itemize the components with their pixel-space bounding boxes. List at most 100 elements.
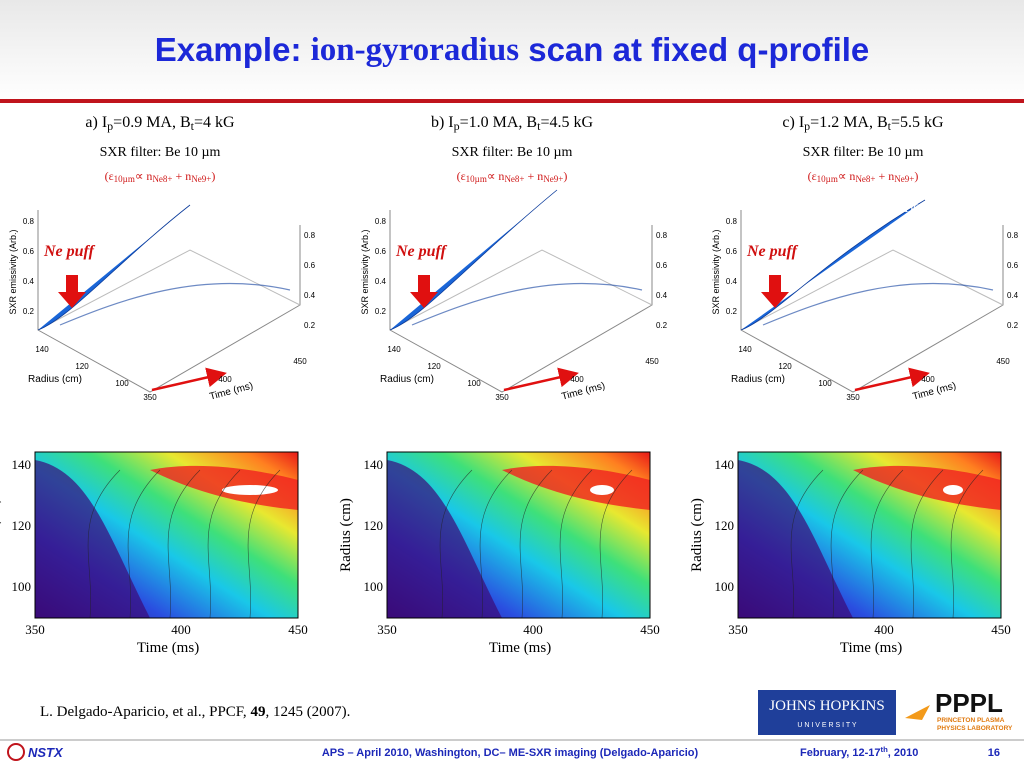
y-tick-label: 140 [364, 457, 384, 472]
z-tick-label: 0.4 [1007, 291, 1019, 300]
header-band [0, 0, 1024, 100]
text-part: (ε [457, 169, 466, 183]
y-axis-label: Radius (cm) [338, 498, 354, 572]
time-arrow [151, 367, 227, 392]
text-part: a) I [85, 114, 107, 131]
core-label: CORE [604, 253, 636, 267]
surface-shade [411, 282, 643, 326]
r-tick-label: 120 [75, 362, 89, 371]
r-tick-label: 100 [115, 379, 129, 388]
x-tick-label: 350 [728, 622, 748, 637]
subscript: p [454, 119, 460, 133]
contour-line [207, 469, 241, 619]
z-axis-label: SXR emissivity (Arb.) [8, 229, 18, 314]
z-tick-label: 0.2 [656, 321, 668, 330]
contour-peak [943, 485, 963, 495]
contour-line [830, 469, 864, 619]
text-part: + n [173, 169, 192, 183]
text-part: =1.0 MA, B [460, 114, 537, 131]
edge-label: EDGE [546, 201, 578, 215]
page-number: 16 [988, 747, 1000, 759]
surface-frame [37, 210, 301, 393]
text-part: ) [211, 169, 215, 183]
contour-line [910, 469, 944, 619]
pppl-name: PPPL [935, 688, 1003, 718]
x-tick-label: 350 [25, 622, 45, 637]
text-part: (ε [808, 169, 817, 183]
contour-frame [737, 451, 1002, 619]
contour-line [519, 469, 553, 619]
jhu-sub: U N I V E R S I T Y [797, 722, 856, 729]
contour-peak [222, 485, 278, 495]
surface-shade [762, 282, 994, 326]
contour-line [479, 469, 513, 619]
surface-plot: EDGE CORE Ne puff 0.2 0.2 0.4 0.4 0.6 0.6 0.8 0.8 S… [360, 189, 668, 403]
surface-frame [740, 210, 1004, 393]
subscript: p [804, 119, 810, 133]
title-part: Example: [155, 31, 311, 68]
subscript: p [107, 119, 113, 133]
z-tick-label: 0.8 [656, 231, 668, 240]
citation-part: L. Delgado-Aparicio, et al., PPCF, [40, 704, 250, 720]
text-part: c) I [782, 114, 804, 131]
r-axis-label: Radius (cm) [731, 374, 785, 385]
z-tick-label: 0.6 [656, 261, 668, 270]
z-axis-label: SXR emissivity (Arb.) [360, 229, 370, 314]
z-tick-label: 0.6 [375, 247, 387, 256]
citation: L. Delgado-Aparicio, et al., PPCF, 49, 1… [40, 704, 350, 720]
jhu-name: JOHNS HOPKINS [769, 698, 884, 714]
contour-line [439, 469, 473, 619]
core-label: CORE [955, 253, 987, 267]
subscript: Ne9+ [894, 174, 914, 184]
y-tick-label: 120 [715, 518, 735, 533]
z-tick-label: 0.4 [656, 291, 668, 300]
r-tick-label: 140 [738, 345, 752, 354]
ne-puff-label: Ne puff [746, 243, 799, 260]
t-tick-label: 400 [921, 375, 935, 384]
puff-arrow [410, 275, 438, 308]
surface-back [37, 249, 301, 331]
subscript: 10µm [817, 174, 838, 184]
r-tick-label: 100 [818, 379, 832, 388]
panel-label: b) Ip=1.0 MA, Bt=4.5 kG [431, 114, 594, 133]
subscript: Ne9+ [191, 174, 211, 184]
contour-plot: 140 120 100 350 400 450 Time (ms) Radius (cm) [338, 451, 660, 656]
y-axis-label: Radius (cm) [689, 498, 705, 572]
text-part: ∝ n [135, 169, 153, 183]
contour-frame [34, 451, 299, 619]
z-axis-label: SXR emissivity (Arb.) [711, 229, 721, 314]
contour-line [87, 469, 121, 619]
y-tick-label: 120 [12, 518, 32, 533]
z-tick-label: 0.4 [726, 277, 738, 286]
text-part: ) [563, 169, 567, 183]
r-tick-label: 120 [778, 362, 792, 371]
t-tick-label: 450 [645, 357, 659, 366]
x-tick-label: 450 [288, 622, 308, 637]
subscript: t [888, 119, 892, 133]
z-tick-label: 0.8 [375, 217, 387, 226]
contour-low [738, 460, 853, 618]
surface [389, 189, 558, 331]
date-part: th [881, 745, 889, 754]
filter-label: SXR filter: Be 10 µm [803, 145, 924, 160]
x-tick-label: 400 [874, 622, 894, 637]
edge-label: EDGE [897, 201, 929, 215]
surface-back [740, 249, 1004, 331]
z-tick-label: 0.8 [726, 217, 738, 226]
time-arrow [503, 367, 579, 392]
text-part: =4 kG [194, 114, 235, 131]
subscript: t [191, 119, 195, 133]
r-tick-label: 120 [427, 362, 441, 371]
footer-date: February, 12-17th, 2010 [800, 745, 918, 760]
contour-line [870, 469, 904, 619]
citation-part: 49 [250, 704, 265, 720]
z-tick-label: 0.8 [304, 231, 316, 240]
contour-hot [502, 465, 650, 510]
nstx-icon [7, 743, 25, 761]
t-tick-label: 450 [996, 357, 1010, 366]
subscript: Ne8+ [152, 174, 172, 184]
pppl-sub: PHYSICS LABORATORY [937, 725, 1013, 732]
surface-shade [59, 282, 291, 326]
formula: (ε10µm∝ nNe8+ + nNe9+) [808, 169, 919, 184]
